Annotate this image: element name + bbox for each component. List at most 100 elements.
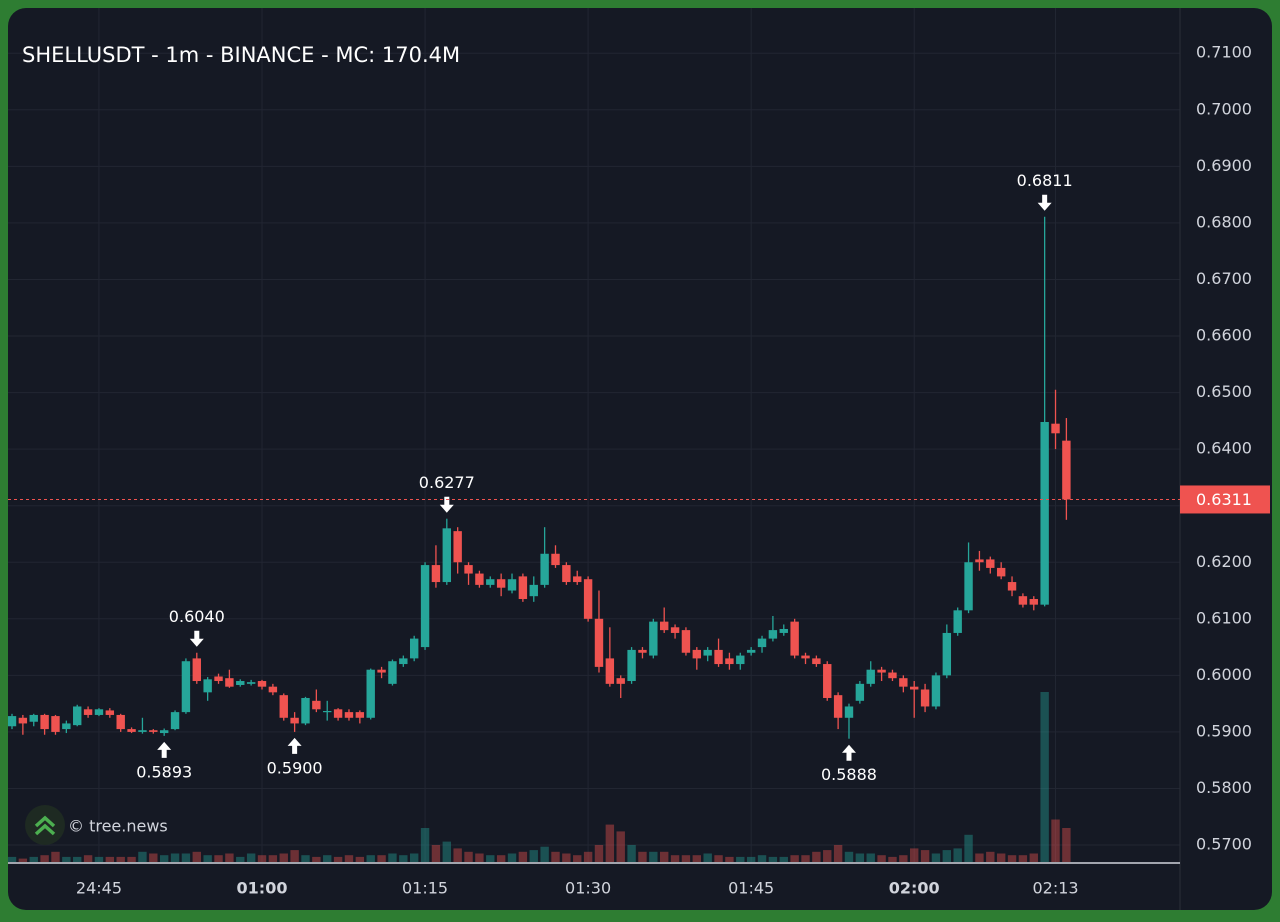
volume-bar [573, 855, 582, 862]
volume-bar [159, 855, 169, 862]
candle-body [812, 658, 821, 665]
volume-bar [605, 824, 615, 862]
x-tick-label: 02:00 [889, 879, 940, 898]
volume-bar [333, 856, 343, 862]
candle-body [953, 610, 962, 633]
volume-bar [138, 851, 147, 862]
marker-arrow [287, 737, 302, 754]
candle-body [377, 669, 386, 673]
candle-body [442, 528, 451, 583]
y-tick-label: 0.5700 [1196, 835, 1252, 854]
candle-body [801, 655, 810, 659]
candle-body [257, 681, 267, 687]
candle-body [844, 706, 854, 718]
candle-body [910, 686, 919, 690]
volume-bar [236, 856, 245, 862]
volume-bar [127, 856, 136, 862]
volume-bar [301, 855, 310, 862]
candle-body [236, 681, 245, 685]
volume-bar [681, 855, 691, 862]
volume-bar [1040, 692, 1049, 862]
candle-body [627, 649, 636, 682]
candle-body [192, 658, 201, 682]
volume-bar [366, 855, 375, 862]
candle-body [888, 672, 897, 679]
candle-body [409, 638, 419, 659]
volume-bar [214, 855, 223, 862]
candle-body [529, 584, 538, 597]
volume-bar [746, 856, 756, 862]
volume-bar [931, 853, 941, 862]
volume-bar [94, 856, 104, 862]
volume-bar [290, 850, 299, 862]
volume-bar [594, 845, 604, 862]
volume-bar [453, 848, 462, 862]
volume-bar [442, 841, 451, 862]
candle-body [638, 649, 647, 653]
candle-body [996, 567, 1006, 577]
volume-bar [464, 851, 473, 862]
candle-body [420, 565, 430, 648]
volume-bar [996, 853, 1006, 862]
volume-bar [714, 855, 723, 862]
x-tick-label: 01:45 [728, 879, 774, 898]
candle-body [181, 661, 191, 713]
candle-body [73, 706, 82, 726]
volume-bar [170, 853, 180, 862]
volume-bar [105, 856, 115, 862]
marker-label: 0.5900 [267, 758, 323, 777]
volume-bar [388, 853, 397, 862]
candle-body [703, 649, 712, 656]
volume-bar [83, 855, 93, 862]
candle-body [594, 618, 604, 667]
candle-body [507, 579, 517, 591]
volume-bar [409, 853, 419, 862]
candle-body [431, 565, 441, 583]
volume-bar [181, 853, 191, 862]
volume-bar [790, 855, 799, 862]
volume-bar [779, 856, 788, 862]
volume-bar [627, 845, 636, 862]
volume-bar [986, 851, 995, 862]
extreme-marker: 0.6040 [169, 607, 225, 647]
volume-bar [8, 856, 17, 862]
candle-body [551, 553, 560, 566]
candle-body [344, 712, 354, 718]
candle-body [301, 697, 310, 724]
candle-body [616, 678, 625, 684]
volume-bar [562, 853, 571, 862]
y-tick-label: 0.6400 [1196, 439, 1252, 458]
candle-body [1062, 440, 1071, 500]
candle-body [159, 730, 169, 734]
y-tick-label: 0.6600 [1196, 326, 1252, 345]
candle-body [931, 675, 941, 707]
volume-bar [29, 856, 38, 862]
volume-bar [225, 853, 234, 862]
candle-body [746, 649, 756, 653]
volume-bar [638, 851, 647, 862]
volume-bar [73, 856, 82, 862]
volume-bar [1062, 828, 1071, 862]
chart-title: SHELLUSDT - 1m - BINANCE - MC: 170.4M [22, 43, 460, 67]
volume-bar [888, 856, 897, 862]
volume-bar [268, 855, 278, 862]
volume-bar [486, 855, 495, 862]
volume-bar [703, 853, 712, 862]
y-tick-label: 0.6200 [1196, 552, 1252, 571]
marker-arrow [1037, 194, 1052, 211]
volume-bar [377, 855, 386, 862]
candle-body [1018, 596, 1028, 605]
volume-bar [18, 858, 28, 862]
extreme-marker: 0.5900 [267, 737, 323, 777]
volume-bar [246, 853, 256, 862]
volume-bar [833, 845, 843, 862]
candle-body [692, 649, 702, 659]
y-tick-label: 0.6000 [1196, 665, 1252, 684]
candle-body [149, 730, 158, 732]
candle-body [203, 679, 212, 693]
chart-background [8, 8, 1272, 910]
candle-body [83, 709, 93, 715]
candle-body [573, 576, 582, 583]
marker-label: 0.6811 [1017, 171, 1073, 190]
candle-body [1007, 582, 1017, 591]
